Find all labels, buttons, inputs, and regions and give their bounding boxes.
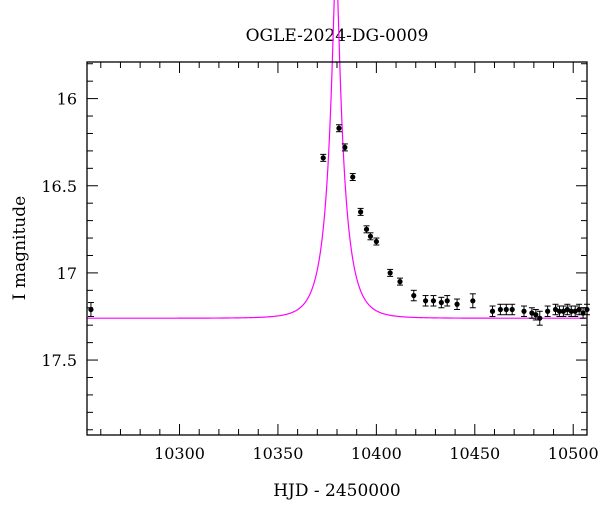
x-tick-label: 10300: [154, 444, 205, 463]
data-point: [411, 292, 417, 299]
data-point: [529, 310, 535, 316]
data-point: [537, 315, 543, 321]
data-point: [470, 298, 476, 304]
y-tick-label: 16.5: [41, 177, 77, 196]
data-point: [342, 144, 348, 151]
data-point: [397, 279, 403, 285]
chart-title: OGLE-2024-DG-0009: [246, 26, 429, 46]
data-point: [422, 298, 429, 304]
data-point: [438, 299, 444, 306]
y-tick-label: 16: [57, 90, 77, 109]
data-point: [363, 226, 370, 232]
x-tick-label: 10350: [252, 444, 303, 463]
data-point: [489, 308, 496, 314]
data-point: [350, 174, 356, 180]
axes-layer: 10300 10350 10400 10450 10500 16 16.5 17 17.5: [41, 61, 599, 463]
data-point: [572, 308, 578, 314]
data-point: [387, 270, 393, 276]
data-point: [564, 306, 570, 313]
data-point: [509, 306, 515, 313]
y-tick-label: 17: [57, 264, 77, 283]
data-point: [560, 308, 566, 314]
data-point: [521, 308, 527, 314]
x-tick-label: 10450: [449, 444, 500, 463]
data-point: [556, 308, 563, 314]
data-point: [430, 298, 437, 304]
model-curve: [87, 0, 587, 319]
data-point: [503, 306, 509, 313]
data-point: [444, 298, 450, 304]
data-point: [320, 155, 326, 161]
x-tick-label: 10400: [351, 444, 402, 463]
y-tick-label: 17.5: [41, 351, 77, 370]
data-point: [358, 209, 364, 215]
x-axis-label: HJD - 2450000: [273, 481, 401, 501]
data-point: [336, 125, 342, 131]
x-tick-label: 10500: [548, 444, 599, 463]
y-axis-label: I magnitude: [10, 196, 30, 300]
plot-frame: [86, 61, 588, 436]
data-point: [568, 308, 574, 314]
data-point: [367, 233, 374, 239]
data-point: [454, 301, 460, 307]
data-point: [497, 306, 503, 313]
data-point: [552, 306, 559, 313]
data-point: [533, 312, 539, 318]
data-points-layer: [87, 124, 590, 326]
data-point: [373, 238, 379, 245]
data-point: [545, 308, 551, 314]
model-curve-layer: [87, 0, 587, 319]
